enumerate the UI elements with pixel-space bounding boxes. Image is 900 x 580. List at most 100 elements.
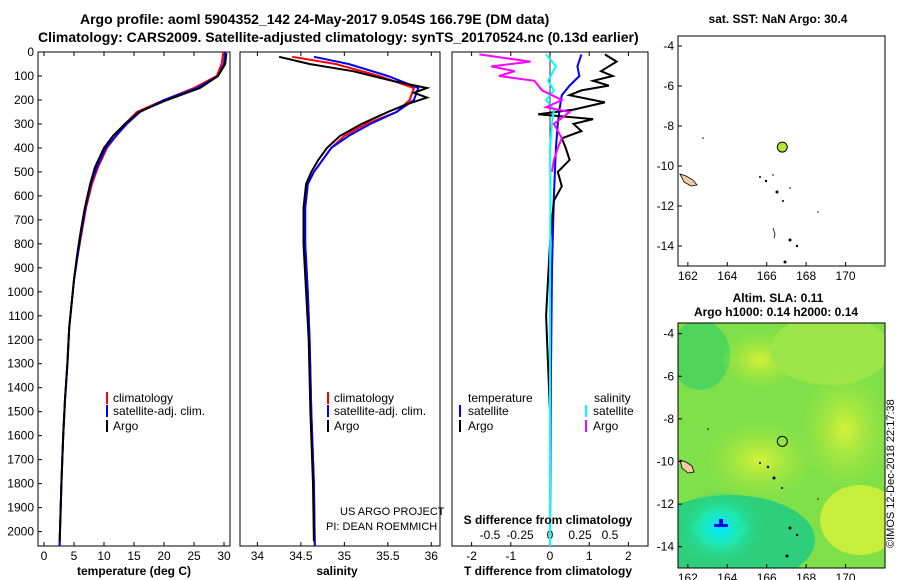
difference-legend: temperature satellite Argo salinity sate… <box>459 391 634 433</box>
y-tick-label: -14 <box>657 540 675 554</box>
x-tick-label: 164 <box>717 269 737 283</box>
x-tick-label: 1 <box>586 549 593 563</box>
temperature-legend: climatology satellite-adj. clim. Argo <box>106 391 205 433</box>
sla-subtitle: Argo h1000: 0.14 h2000: 0.14 <box>694 305 858 319</box>
x-tick-label: 15 <box>127 549 141 563</box>
series-s-argo <box>479 53 572 173</box>
x-tick-label: -2 <box>466 549 477 563</box>
imos-credit: ©IMOS 12-Dec-2018 22:17:38 <box>885 399 897 548</box>
x-tick-label: 162 <box>678 269 698 283</box>
sst-map: sat. SST: NaN Argo: 30.4 -4 -6 -8 -10 -12 -14… <box>657 12 886 283</box>
x-tick-label: 10 <box>97 549 111 563</box>
y-tick-label: 2000 <box>7 525 34 539</box>
y-tick-label: 300 <box>14 117 34 131</box>
y-tick-label: 1500 <box>7 405 34 419</box>
y-tick-label: 1800 <box>7 477 34 491</box>
sla-map-frame <box>677 322 886 569</box>
salinity-panel: 34 34.5 35 35.5 36 salinity climatology sate… <box>239 51 445 578</box>
t-difference-label: T difference from climatology <box>464 564 632 578</box>
x-tick-label: 30 <box>217 549 231 563</box>
x-tick-label: 0 <box>41 549 48 563</box>
legend-climatology: climatology <box>334 391 394 405</box>
islands <box>679 428 819 558</box>
series-satellite-adj-clim- <box>304 55 420 547</box>
salinity-axes-frame <box>239 51 441 547</box>
legend-climatology: climatology <box>113 391 173 405</box>
sla-heatmap <box>678 323 885 568</box>
y-tick-label: 1700 <box>7 453 34 467</box>
y-tick-label: -4 <box>663 327 674 341</box>
x-tick-label: 168 <box>796 269 816 283</box>
y-tick-label: 1200 <box>7 333 34 347</box>
argo-float-position <box>776 141 788 153</box>
y-tick-label: 1300 <box>7 357 34 371</box>
series-satellite-adj-clim- <box>58 51 227 547</box>
x2-tick-label: -0.25 <box>506 528 534 542</box>
temperature-panel: 0100200300400500600700800900100011001200… <box>7 45 231 578</box>
legend-temperature-title: temperature <box>468 391 533 405</box>
y-tick-label: 1100 <box>8 309 34 323</box>
y-tick-label: 0 <box>27 45 34 59</box>
pi-credit: PI: DEAN ROEMMICH <box>326 521 437 533</box>
x-tick-label: 34 <box>251 549 265 563</box>
argo-float-position <box>776 435 788 447</box>
s-difference-label: S difference from climatology <box>464 513 633 527</box>
x-tick-label: 36 <box>425 549 439 563</box>
islands <box>679 137 819 264</box>
y-tick-label: 900 <box>14 261 34 275</box>
legend-satellite: satellite-adj. clim. <box>334 404 426 418</box>
header-line1: Argo profile: aoml 5904352_142 24-May-20… <box>80 11 549 27</box>
legend-satellite: satellite-adj. clim. <box>113 404 205 418</box>
temperature-xlabel: temperature (deg C) <box>77 564 191 578</box>
y-tick-label: 1000 <box>7 285 34 299</box>
y-tick-label: -8 <box>663 119 674 133</box>
sst-title: sat. SST: NaN Argo: 30.4 <box>709 12 848 26</box>
y-tick-label: 100 <box>14 69 34 83</box>
y-tick-label: -10 <box>657 159 675 173</box>
cold-eddy-marker <box>714 519 728 527</box>
x-tick-label: -1 <box>505 549 516 563</box>
y-tick-label: 200 <box>14 93 34 107</box>
y-tick-label: -10 <box>657 454 675 468</box>
salinity-legend: climatology satellite-adj. clim. Argo <box>327 391 426 433</box>
x-tick-label: 166 <box>757 269 777 283</box>
sla-map: Altim. SLA: 0.11 Argo h1000: 0.14 h2000:… <box>657 291 897 580</box>
y-tick-label: -12 <box>657 199 675 213</box>
y-tick-label: -12 <box>657 497 675 511</box>
legend-argo: Argo <box>334 419 360 433</box>
legend-t-satellite: satellite <box>468 404 509 418</box>
series-climatology <box>292 55 416 547</box>
legend-s-argo: Argo <box>593 419 619 433</box>
y-tick-label: -14 <box>657 239 675 253</box>
x2-tick-label: 0.25 <box>568 528 592 542</box>
project-credit: US ARGO PROJECT <box>340 506 445 518</box>
series-argo <box>58 53 228 542</box>
salinity-xlabel: salinity <box>316 564 358 578</box>
y-tick-label: 1600 <box>7 429 34 443</box>
x-tick-label: 5 <box>71 549 78 563</box>
x2-tick-label: -0.5 <box>480 528 501 542</box>
series-t-argo <box>538 53 619 542</box>
x-tick-label: 170 <box>836 571 856 580</box>
x-tick-label: 170 <box>836 269 856 283</box>
x-tick-label: 164 <box>717 571 737 580</box>
legend-argo: Argo <box>113 419 139 433</box>
legend-t-argo: Argo <box>468 419 494 433</box>
y-tick-label: 800 <box>14 237 34 251</box>
legend-salinity-title: salinity <box>594 391 631 405</box>
y-tick-label: 500 <box>14 165 34 179</box>
x-tick-label: 166 <box>757 571 777 580</box>
x2-tick-label: 0.5 <box>602 528 619 542</box>
y-tick-label: 600 <box>14 189 34 203</box>
y-tick-label: -8 <box>663 412 674 426</box>
y-tick-label: 400 <box>14 141 34 155</box>
x-tick-label: 162 <box>678 571 698 580</box>
difference-panel: -2 -1 0 1 2-0.5 -0.25 0 0.25 0.5 S difference fr… <box>451 51 649 578</box>
legend-s-satellite: satellite <box>593 404 634 418</box>
x-tick-label: 34.5 <box>289 549 313 563</box>
y-tick-label: 1900 <box>7 501 34 515</box>
x-tick-label: 20 <box>157 549 171 563</box>
header-line2: Climatology: CARS2009. Satellite-adjuste… <box>38 29 639 45</box>
x-tick-label: 35.5 <box>376 549 400 563</box>
y-tick-label: -6 <box>663 369 674 383</box>
